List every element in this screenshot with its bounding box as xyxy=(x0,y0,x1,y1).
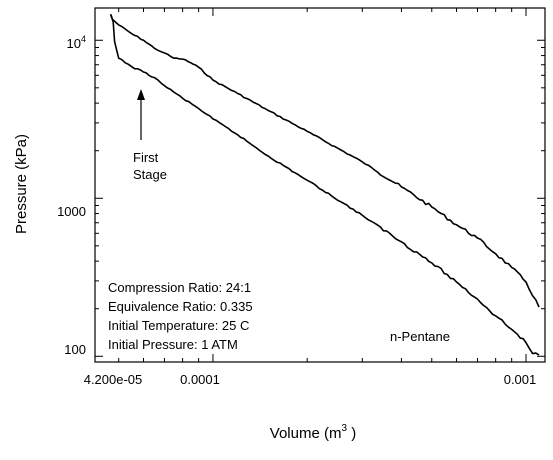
fuel-label: n-Pentane xyxy=(390,329,450,344)
series-group xyxy=(109,14,540,356)
condition-line-1: Equivalence Ratio: 0.335 xyxy=(108,299,253,314)
y-axis-label: Pressure (kPa) xyxy=(13,134,30,234)
series-line-1 xyxy=(109,14,540,356)
condition-line-3: Initial Pressure: 1 ATM xyxy=(108,337,238,352)
condition-line-2: Initial Temperature: 25 C xyxy=(108,318,249,333)
plot-frame xyxy=(94,7,546,363)
y-tick-label-1: 1000 xyxy=(57,204,86,219)
axis-ticks xyxy=(95,8,545,362)
series-line-0 xyxy=(109,14,540,308)
x-tick-label-0: 4.200e-05 xyxy=(84,372,143,387)
x-tick-label-2: 0.001 xyxy=(504,372,537,387)
x-tick-label-1: 0.0001 xyxy=(180,372,220,387)
first-stage-label-line2: Stage xyxy=(133,167,167,182)
x-axis-label: Volume (m3 ) xyxy=(270,423,356,442)
first-stage-label-line1: First xyxy=(133,150,159,165)
condition-line-0: Compression Ratio: 24:1 xyxy=(108,280,251,295)
first-stage-arrowhead xyxy=(137,89,145,100)
y-tick-label-2: 104 xyxy=(67,34,86,51)
y-tick-label-0: 100 xyxy=(64,342,86,357)
